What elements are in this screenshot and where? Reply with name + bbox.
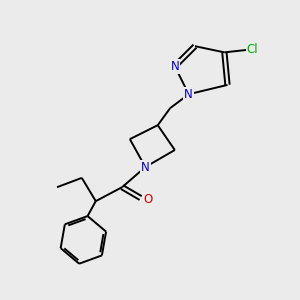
Text: N: N [170, 60, 179, 73]
Text: N: N [184, 88, 193, 101]
Text: O: O [143, 193, 152, 206]
Text: N: N [141, 160, 150, 173]
Text: Cl: Cl [247, 43, 258, 56]
